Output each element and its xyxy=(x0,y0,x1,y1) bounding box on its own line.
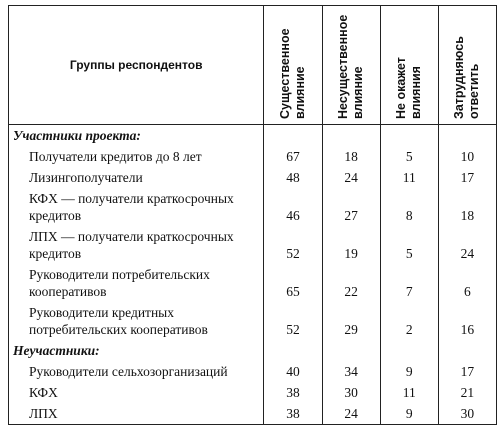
value-cell: 8 xyxy=(379,188,439,226)
empty-cell xyxy=(321,124,381,146)
table-body: Участники проекта: Получатели кредитов до… xyxy=(7,124,498,425)
value-cell: 52 xyxy=(263,226,323,264)
header-text: Существенное влияние xyxy=(277,28,307,119)
value-cell: 34 xyxy=(321,361,381,382)
value-cell: 10 xyxy=(437,146,498,167)
data-row: ЛПХ 38 24 9 30 xyxy=(7,403,498,425)
table-header: Группы респондентов Существенное влияние Н… xyxy=(7,5,498,125)
value-cell: 46 xyxy=(263,188,323,226)
survey-table: Группы респондентов Существенное влияние Н… xyxy=(7,5,498,425)
header-text: Затрудняюсь ответить xyxy=(452,36,482,119)
value-cell: 5 xyxy=(379,146,439,167)
section-title: Участники проекта: xyxy=(7,124,265,146)
header-text: Несущественное влияние xyxy=(336,14,366,119)
value-cell: 29 xyxy=(321,302,381,340)
empty-cell xyxy=(263,124,323,146)
header-cell: Затрудняюсь ответить xyxy=(437,5,498,125)
value-cell: 24 xyxy=(321,403,381,425)
row-label: Руководители кредитных потребительских к… xyxy=(7,302,265,340)
value-cell: 27 xyxy=(321,188,381,226)
header-text: Не окажет влияния xyxy=(394,57,424,119)
row-label: Руководители сельхозорганизаций xyxy=(7,361,265,382)
header-row: Группы респондентов Существенное влияние Н… xyxy=(7,5,498,125)
value-cell: 11 xyxy=(379,382,439,403)
row-label: ЛПХ — получатели краткосрочных кредитов xyxy=(7,226,265,264)
value-cell: 6 xyxy=(437,264,498,302)
empty-cell xyxy=(379,124,439,146)
value-cell: 11 xyxy=(379,167,439,188)
value-cell: 30 xyxy=(437,403,498,425)
value-cell: 24 xyxy=(321,167,381,188)
data-row: Руководители сельхозорганизаций 40 34 9 17 xyxy=(7,361,498,382)
data-row: КФХ 38 30 11 21 xyxy=(7,382,498,403)
value-cell: 2 xyxy=(379,302,439,340)
value-cell: 17 xyxy=(437,361,498,382)
empty-cell xyxy=(321,340,381,361)
section-row: Неучастники: xyxy=(7,340,498,361)
empty-cell xyxy=(437,124,498,146)
value-cell: 16 xyxy=(437,302,498,340)
value-cell: 7 xyxy=(379,264,439,302)
header-cell: Не окажет влияния xyxy=(379,5,439,125)
data-row: Руководители потребительских кооперативо… xyxy=(7,264,498,302)
data-row: Лизингополучатели 48 24 11 17 xyxy=(7,167,498,188)
value-cell: 5 xyxy=(379,226,439,264)
value-cell: 38 xyxy=(263,382,323,403)
value-cell: 17 xyxy=(437,167,498,188)
row-label: Руководители потребительских кооперативо… xyxy=(7,264,265,302)
value-cell: 38 xyxy=(263,403,323,425)
empty-cell xyxy=(437,340,498,361)
header-cell: Существенное влияние xyxy=(263,5,323,125)
value-cell: 30 xyxy=(321,382,381,403)
header-cell: Несущественное влияние xyxy=(321,5,381,125)
value-cell: 65 xyxy=(263,264,323,302)
value-cell: 21 xyxy=(437,382,498,403)
data-row: Получатели кредитов до 8 лет 67 18 5 10 xyxy=(7,146,498,167)
value-cell: 24 xyxy=(437,226,498,264)
value-cell: 22 xyxy=(321,264,381,302)
section-title: Неучастники: xyxy=(7,340,265,361)
row-label: КФХ — получатели краткосрочных кредитов xyxy=(7,188,265,226)
value-cell: 18 xyxy=(437,188,498,226)
section-row: Участники проекта: xyxy=(7,124,498,146)
data-row: ЛПХ — получатели краткосрочных кредитов 5… xyxy=(7,226,498,264)
value-cell: 9 xyxy=(379,403,439,425)
value-cell: 19 xyxy=(321,226,381,264)
value-cell: 67 xyxy=(263,146,323,167)
value-cell: 9 xyxy=(379,361,439,382)
value-cell: 52 xyxy=(263,302,323,340)
data-row: КФХ — получатели краткосрочных кредитов 4… xyxy=(7,188,498,226)
data-row: Руководители кредитных потребительских к… xyxy=(7,302,498,340)
empty-cell xyxy=(379,340,439,361)
empty-cell xyxy=(263,340,323,361)
row-label: Лизингополучатели xyxy=(7,167,265,188)
row-label: Получатели кредитов до 8 лет xyxy=(7,146,265,167)
row-label: ЛПХ xyxy=(7,403,265,425)
value-cell: 18 xyxy=(321,146,381,167)
row-label: КФХ xyxy=(7,382,265,403)
header-cell: Группы респондентов xyxy=(7,5,265,125)
value-cell: 40 xyxy=(263,361,323,382)
value-cell: 48 xyxy=(263,167,323,188)
